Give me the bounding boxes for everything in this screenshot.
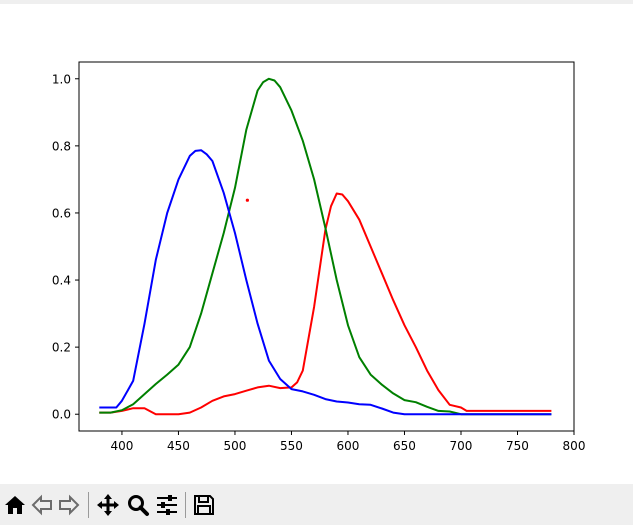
toolbar-separator — [88, 492, 89, 518]
home-icon — [5, 496, 25, 514]
pan-button[interactable] — [95, 492, 121, 518]
y-tick-label: 0.8 — [52, 139, 71, 153]
zoom-icon — [128, 495, 149, 516]
y-tick-label: 0.2 — [52, 341, 71, 355]
window-top-strip — [0, 0, 633, 4]
forward-icon — [59, 494, 80, 516]
configure-subplots-icon — [157, 495, 177, 515]
x-tick-label: 700 — [450, 439, 473, 453]
y-tick-label: 0.6 — [52, 206, 71, 220]
save-button[interactable] — [191, 492, 217, 518]
y-tick-label: 0.0 — [52, 408, 71, 422]
series-line-3 — [99, 149, 552, 416]
figure-canvas: 400 450 500 550 600 650 700 750 800 0.0 0.2 0.4 0.6… — [0, 4, 633, 484]
x-tick-label: 800 — [563, 439, 586, 453]
x-tick-label: 450 — [167, 439, 190, 453]
axes-frame — [78, 61, 575, 432]
zoom-button[interactable] — [125, 492, 151, 518]
toolbar-separator — [185, 492, 186, 518]
y-tick-label: 0.4 — [52, 274, 71, 288]
line-chart: 400 450 500 550 600 650 700 750 800 0.0 0.2 0.4 0.6… — [52, 61, 586, 453]
x-tick-label: 500 — [224, 439, 247, 453]
y-tick-label: 1.0 — [52, 72, 71, 86]
navigation-toolbar — [0, 484, 633, 525]
x-tick-label: 650 — [393, 439, 416, 453]
x-tick-label: 600 — [337, 439, 360, 453]
x-tick-label: 750 — [506, 439, 529, 453]
forward-button[interactable] — [56, 492, 82, 518]
back-button[interactable] — [29, 492, 55, 518]
series-line-2 — [99, 77, 552, 416]
x-tick-label: 550 — [280, 439, 303, 453]
back-icon — [31, 494, 52, 516]
home-button[interactable] — [2, 492, 28, 518]
pan-icon — [97, 494, 119, 516]
data-point-marker — [245, 198, 249, 202]
x-tick-label: 400 — [110, 439, 133, 453]
configure-subplots-button[interactable] — [154, 492, 180, 518]
series-line-1 — [99, 192, 552, 416]
save-icon — [194, 495, 214, 515]
